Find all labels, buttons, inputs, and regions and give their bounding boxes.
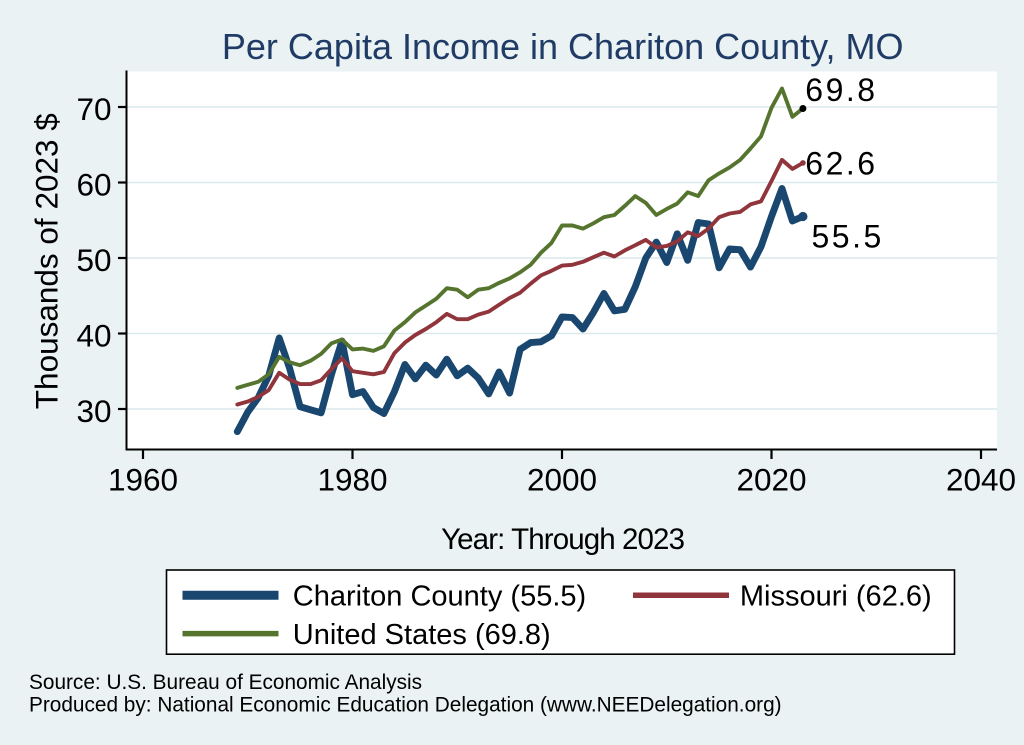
svg-text:Missouri (62.6): Missouri (62.6) xyxy=(740,581,932,613)
svg-text:Thousands of 2023 $: Thousands of 2023 $ xyxy=(28,113,64,409)
svg-text:Year: Through 2023: Year: Through 2023 xyxy=(441,523,684,556)
svg-text:1960: 1960 xyxy=(108,461,178,497)
svg-text:60: 60 xyxy=(76,167,111,203)
svg-text:2020: 2020 xyxy=(736,461,806,497)
svg-text:Produced by: National Economic: Produced by: National Economic Education… xyxy=(29,693,782,716)
svg-text:2040: 2040 xyxy=(946,461,1016,497)
svg-text:Source: U.S. Bureau of Economi: Source: U.S. Bureau of Economic Analysis xyxy=(29,671,422,694)
svg-text:70: 70 xyxy=(76,91,111,127)
svg-text:Per Capita Income in Chariton: Per Capita Income in Chariton County, MO xyxy=(222,26,904,67)
svg-text:30: 30 xyxy=(76,393,111,429)
svg-text:40: 40 xyxy=(76,318,111,354)
svg-text:69.8: 69.8 xyxy=(805,72,877,108)
svg-text:55.5: 55.5 xyxy=(812,219,884,255)
svg-text:62.6: 62.6 xyxy=(805,145,877,181)
svg-text:Chariton County (55.5): Chariton County (55.5) xyxy=(293,581,586,613)
svg-text:United States (69.8): United States (69.8) xyxy=(293,619,551,651)
svg-text:50: 50 xyxy=(76,242,111,278)
svg-text:2000: 2000 xyxy=(527,461,597,497)
svg-text:1980: 1980 xyxy=(317,461,387,497)
